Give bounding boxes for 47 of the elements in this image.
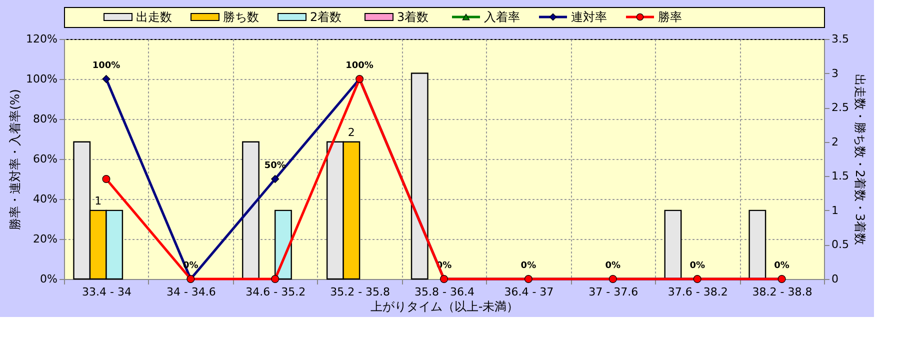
y2-tick-label: 1.5 — [832, 170, 849, 183]
y2-tick-label: 1 — [832, 204, 838, 217]
x-tick-label: 35.2 - 35.8 — [330, 286, 390, 298]
point — [271, 275, 280, 283]
y2-tick-label: 2 — [832, 135, 838, 148]
y2-axis-title: 出走数・勝ち数・2着数・3着数 — [852, 74, 867, 246]
y2-tick-label: 0.5 — [832, 238, 849, 252]
legend-label: 出走数 — [136, 10, 172, 24]
point — [102, 74, 110, 84]
y2-tick-label: 3.5 — [832, 32, 849, 46]
y-tick-label: 20% — [33, 232, 58, 246]
x-tick-label: 37.6 - 38.2 — [668, 286, 728, 298]
legend-label: 勝ち数 — [223, 10, 259, 24]
point — [102, 175, 110, 183]
x-tick-label: 37 - 37.6 — [588, 286, 638, 298]
data-label: 100% — [346, 61, 374, 71]
x-tick-label: 33.4 - 34 — [82, 286, 132, 298]
y2-tick-label: 0 — [832, 272, 838, 286]
data-label: 2 — [348, 126, 355, 139]
y-tick-label: 60% — [33, 152, 58, 166]
y-tick-label: 100% — [26, 72, 58, 86]
data-label: 50% — [264, 161, 286, 171]
data-label: 1 — [94, 194, 102, 208]
data-label: 100% — [92, 61, 120, 71]
legend-label: 連対率 — [571, 10, 607, 24]
x-tick-label: 34.6 - 35.2 — [246, 286, 306, 298]
y-axis-title: 勝率・連対率・入着率(%) — [8, 89, 22, 230]
legend-label: 3着数 — [397, 10, 429, 24]
legend-label: 2着数 — [310, 10, 342, 24]
legend-label: 入着率 — [484, 10, 520, 24]
y-tick-label: 120% — [26, 32, 58, 46]
legend-label: 勝率 — [658, 10, 682, 24]
x-tick-label: 38.2 - 38.8 — [752, 286, 812, 298]
y-tick-label: 0% — [40, 272, 58, 286]
data-label: 0% — [774, 261, 790, 271]
y-tick-label: 40% — [33, 192, 58, 206]
x-axis-title: 上がりタイム（以上-未満） — [370, 300, 519, 314]
point — [271, 174, 280, 184]
data-label: 0% — [605, 261, 621, 271]
x-tick-label: 35.8 - 36.4 — [414, 286, 474, 298]
y-tick-label: 80% — [33, 112, 58, 126]
x-tick-label: 34 - 34.6 — [166, 286, 216, 298]
y2-tick-label: 3 — [832, 66, 838, 80]
data-label: 0% — [520, 261, 536, 271]
x-tick-label: 36.4 - 37 — [504, 286, 554, 298]
y2-tick-label: 2.5 — [832, 101, 849, 114]
data-label: 0% — [690, 261, 705, 271]
